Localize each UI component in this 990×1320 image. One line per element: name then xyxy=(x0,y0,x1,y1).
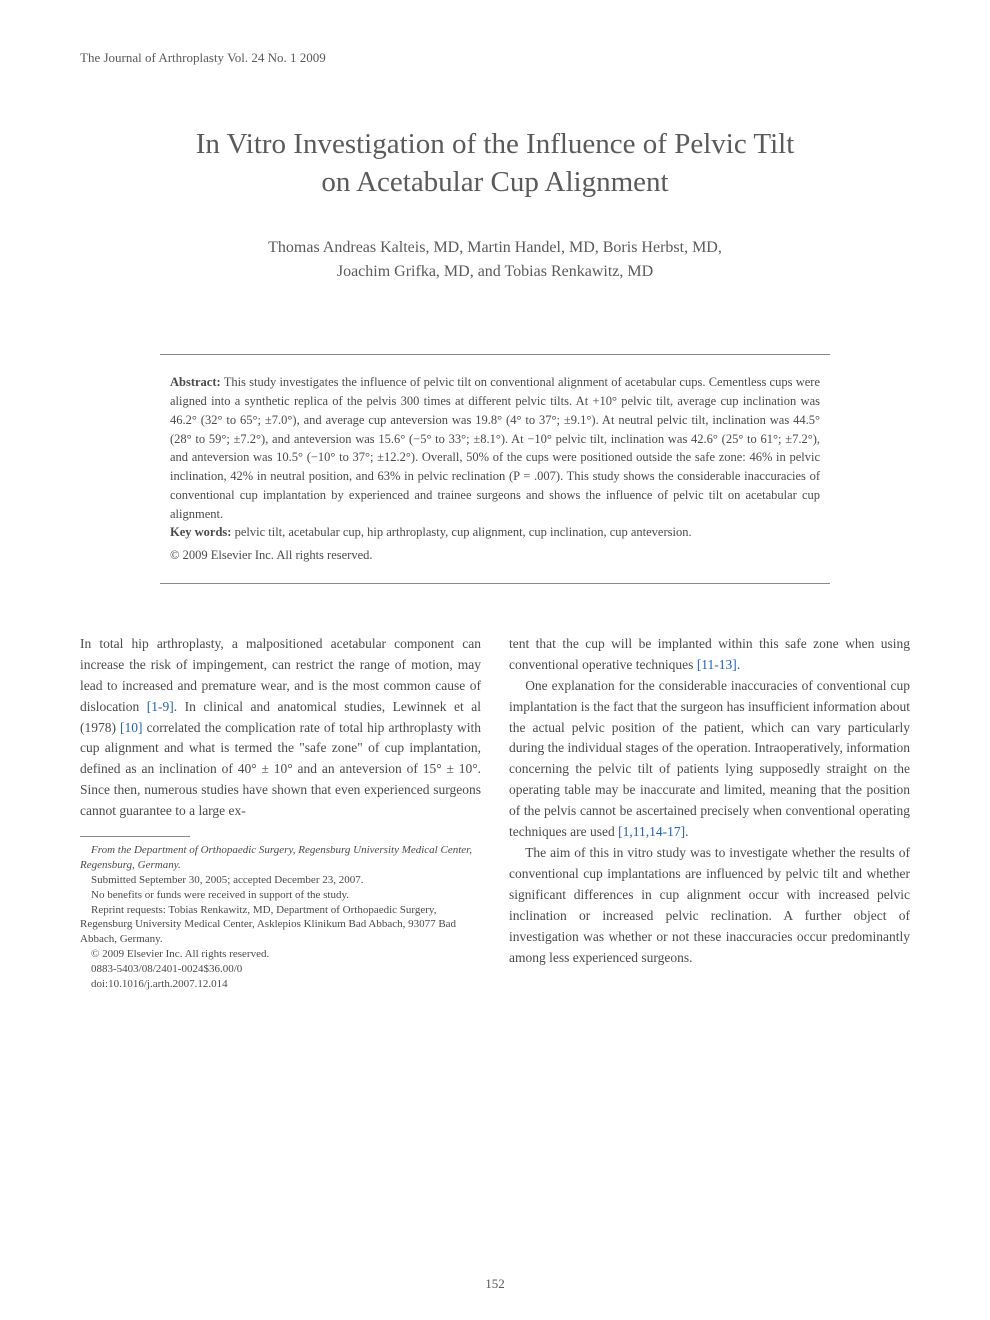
body-para-1: In total hip arthroplasty, a malposition… xyxy=(80,634,481,822)
body-text: . xyxy=(737,657,740,672)
citation-link[interactable]: [11-13] xyxy=(697,657,737,672)
footnote-separator xyxy=(80,836,190,837)
citation-link[interactable]: [1,11,14-17] xyxy=(618,824,685,839)
body-para-1-cont: tent that the cup will be implanted with… xyxy=(509,634,910,676)
footnote-reprint: Reprint requests: Tobias Renkawitz, MD, … xyxy=(80,903,481,948)
abstract-copyright: © 2009 Elsevier Inc. All rights reserved… xyxy=(170,546,820,565)
article-title: In Vitro Investigation of the Influence … xyxy=(80,126,910,201)
citation-link[interactable]: [10] xyxy=(120,720,143,735)
authors-line-1: Thomas Andreas Kalteis, MD, Martin Hande… xyxy=(268,239,722,256)
authors: Thomas Andreas Kalteis, MD, Martin Hande… xyxy=(80,236,910,284)
footnote-issn: 0883-5403/08/2401-0024$36.00/0 xyxy=(80,962,481,977)
authors-line-2: Joachim Grifka, MD, and Tobias Renkawitz… xyxy=(337,263,653,280)
column-right: tent that the cup will be implanted with… xyxy=(509,634,910,992)
citation-link[interactable]: [1-9] xyxy=(147,699,174,714)
abstract-text: This study investigates the influence of… xyxy=(170,375,820,520)
footnote-copyright: © 2009 Elsevier Inc. All rights reserved… xyxy=(80,947,481,962)
footnote-benefits: No benefits or funds were received in su… xyxy=(80,888,481,903)
page-number: 152 xyxy=(0,1276,990,1292)
title-line-2: on Acetabular Cup Alignment xyxy=(321,166,668,198)
footnote-affiliation: From the Department of Orthopaedic Surge… xyxy=(80,843,481,873)
keywords-text: pelvic tilt, acetabular cup, hip arthrop… xyxy=(231,525,691,539)
body-para-2: One explanation for the considerable ina… xyxy=(509,676,910,843)
body-text: . xyxy=(685,824,688,839)
body-text: The aim of this in vitro study was to in… xyxy=(509,845,910,965)
body-columns: In total hip arthroplasty, a malposition… xyxy=(80,634,910,992)
journal-header: The Journal of Arthroplasty Vol. 24 No. … xyxy=(80,50,910,66)
footnote-submitted: Submitted September 30, 2005; accepted D… xyxy=(80,873,481,888)
footnotes: From the Department of Orthopaedic Surge… xyxy=(80,843,481,991)
abstract-label: Abstract: xyxy=(170,375,221,389)
title-line-1: In Vitro Investigation of the Influence … xyxy=(196,128,795,160)
body-para-3: The aim of this in vitro study was to in… xyxy=(509,843,910,969)
column-left: In total hip arthroplasty, a malposition… xyxy=(80,634,481,992)
footnote-doi: doi:10.1016/j.arth.2007.12.014 xyxy=(80,977,481,992)
abstract-box: Abstract: This study investigates the in… xyxy=(160,354,830,584)
keywords-label: Key words: xyxy=(170,525,231,539)
body-text: One explanation for the considerable ina… xyxy=(509,678,910,839)
